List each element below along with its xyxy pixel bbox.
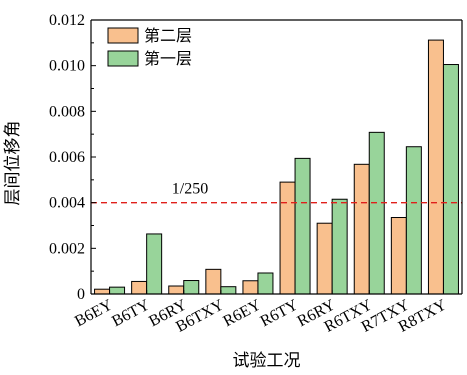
bar-second-floor-r7txy	[390, 217, 407, 295]
bar-first-floor-r8txy	[442, 64, 459, 295]
bar-second-floor-b6ty	[131, 280, 148, 295]
reference-line-label: 1/250	[172, 181, 208, 198]
legend-label: 第一层	[144, 50, 192, 68]
bar-second-floor-r6ey	[242, 280, 259, 295]
bar-first-floor-r6txy	[368, 131, 385, 295]
x-tick-label: R6TY	[258, 296, 302, 330]
y-tick-label: 0.004	[49, 195, 85, 212]
legend-label: 第二层	[144, 27, 192, 45]
bar-first-floor-r6ey	[257, 272, 274, 295]
x-axis-title: 试验工况	[233, 351, 301, 370]
bar-second-floor-b6txy	[205, 268, 222, 295]
bar-second-floor-b6ry	[168, 285, 185, 295]
y-tick-label: 0	[77, 286, 85, 303]
plot-area	[94, 39, 459, 295]
bar-first-floor-r6ty	[294, 157, 311, 295]
bar-first-floor-r7txy	[405, 146, 422, 295]
bar-second-floor-b6ey	[94, 288, 111, 295]
bar-second-floor-r6ry	[316, 222, 333, 295]
y-tick-label: 0.010	[49, 58, 85, 75]
bar-second-floor-r6ty	[279, 181, 296, 295]
bar-second-floor-r6txy	[353, 163, 370, 295]
y-tick-label: 0.002	[49, 240, 85, 257]
y-tick-label: 0.006	[49, 149, 85, 166]
legend-swatch	[107, 27, 139, 44]
x-tick-label: B6TY	[109, 296, 153, 330]
y-tick-label: 0.012	[49, 12, 85, 29]
y-tick-label: 0.008	[49, 103, 85, 120]
bar-first-floor-b6ry	[183, 280, 200, 295]
bar-first-floor-r6ry	[331, 198, 348, 295]
y-axis-title: 层间位移角	[3, 121, 22, 206]
bar-first-floor-b6ey	[109, 286, 126, 295]
legend-swatch	[107, 50, 139, 67]
bar-first-floor-b6ty	[146, 233, 163, 295]
x-tick-label: R6EY	[221, 296, 265, 330]
bar-first-floor-b6txy	[220, 286, 237, 295]
bar-second-floor-r8txy	[427, 39, 444, 295]
reference-line-group: 1/250	[91, 181, 462, 204]
